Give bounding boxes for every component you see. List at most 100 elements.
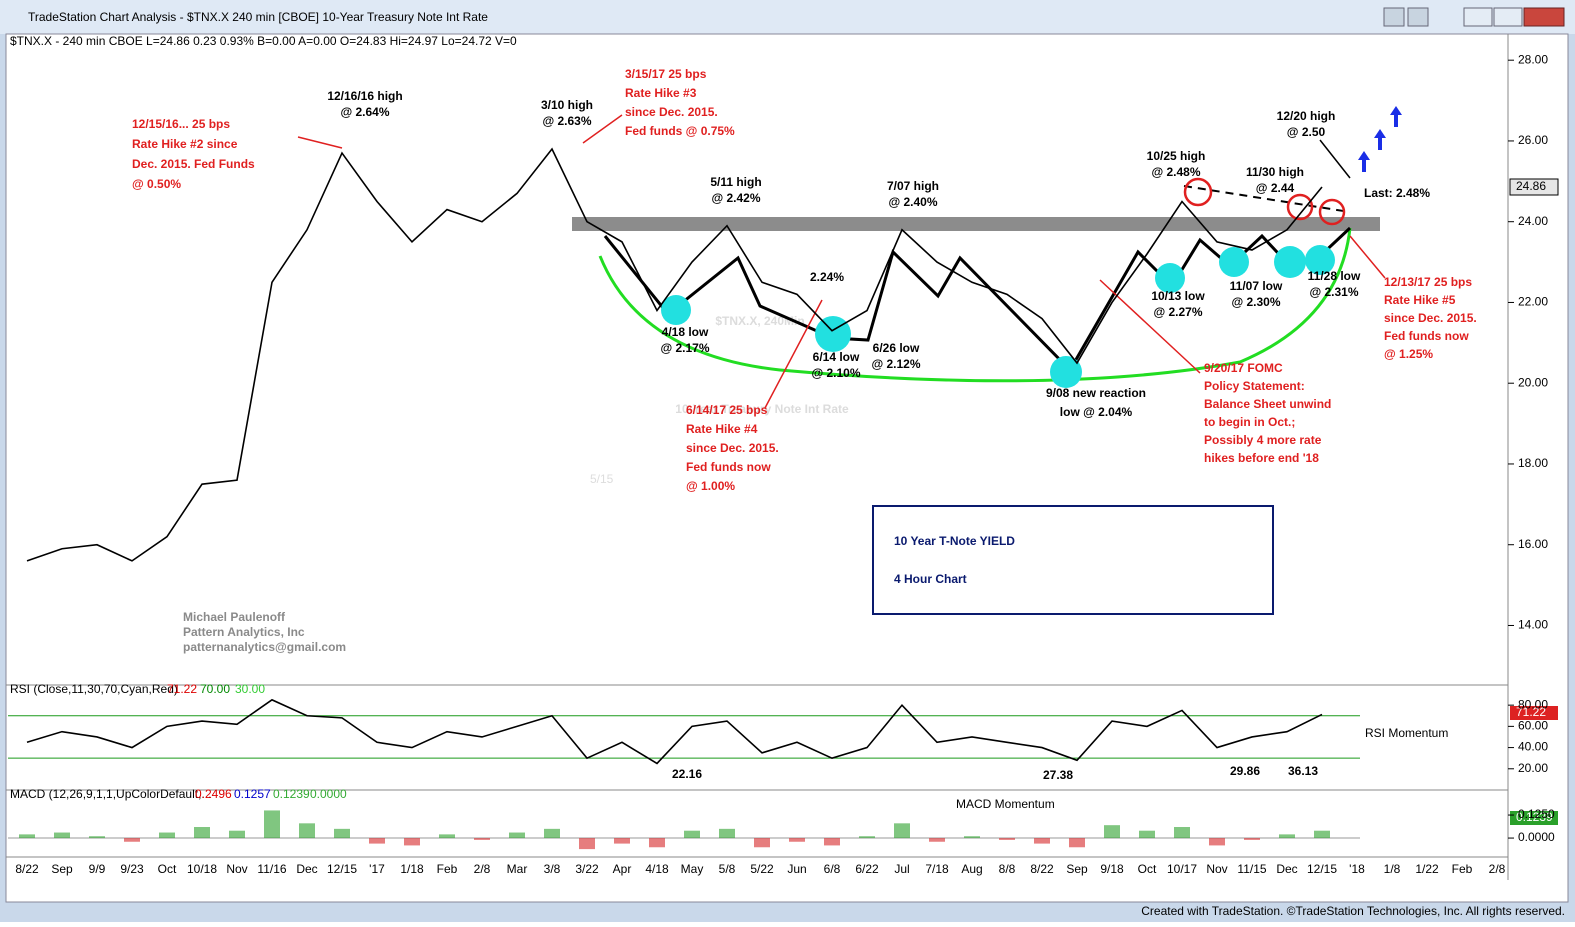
annotation: @ 2.44 [1256, 181, 1295, 195]
last-price-box [1509, 178, 1559, 196]
x-tick-label: Nov [1206, 862, 1227, 876]
histogram-bar [1069, 838, 1085, 848]
minimize-button[interactable] [1463, 7, 1493, 27]
annotation: @ 1.00% [686, 479, 735, 493]
info-line: $TNX.X - 240 min CBOE L=24.86 0.23 0.93%… [10, 34, 517, 48]
x-tick-label: Oct [1138, 862, 1157, 876]
annotation: 6/26 low [873, 341, 920, 355]
histogram-bar [509, 832, 525, 839]
annotation: Dec. 2015. Fed Funds [132, 157, 255, 171]
annotation: since Dec. 2015. [686, 441, 779, 455]
x-tick-label: 1/18 [400, 862, 424, 876]
x-tick-label: 7/18 [925, 862, 949, 876]
x-tick-label: Sep [51, 862, 73, 876]
base-arc [598, 227, 1352, 383]
x-tick-label: Nov [226, 862, 247, 876]
x-tick-label: 2/8 [474, 862, 491, 876]
menu-button[interactable] [1407, 7, 1429, 27]
macd-legend: 0.1239 [273, 787, 310, 801]
maximize-button[interactable] [1493, 7, 1523, 27]
histogram-bar [964, 836, 980, 839]
annotation: 4/18 low [662, 325, 709, 339]
annotation: Fed funds now [686, 460, 771, 474]
histogram-bar [649, 838, 665, 848]
x-tick-label: May [681, 862, 704, 876]
high-markers [1183, 177, 1346, 226]
y-tick-label: 26.00 [1518, 133, 1548, 147]
annotation: 11/28 low [1308, 269, 1361, 283]
macd-title: MACD (12,26,9,1,1,UpColorDefault,... [10, 787, 211, 801]
x-tick-label: 9/9 [89, 862, 106, 876]
annotation: @ 2.42% [711, 191, 760, 205]
x-tick-label: 1/22 [1415, 862, 1439, 876]
annotation: @ 2.63% [542, 114, 591, 128]
watermark: $TNX.X, 240Min [715, 314, 804, 328]
histogram-bar [299, 823, 315, 839]
symbol-button[interactable] [1383, 7, 1405, 27]
annotation: @ 2.40% [888, 195, 937, 209]
annotation: 10/13 low [1151, 289, 1205, 303]
x-tick-label: 8/22 [1030, 862, 1054, 876]
annotation: @ 1.25% [1384, 347, 1433, 361]
y-tick-label: 60.00 [1518, 719, 1548, 733]
x-tick-label: 11/16 [257, 862, 286, 876]
annotation: @ 2.50 [1287, 125, 1326, 139]
histogram-bar [754, 838, 770, 848]
annotation: 29.86 [1230, 764, 1260, 778]
y-tick-label: 0.0000 [1518, 830, 1555, 844]
x-tick-label: Dec [296, 862, 317, 876]
histogram-bar [614, 838, 630, 844]
rsi-legend: 70.00 [200, 682, 230, 696]
histogram-bar [474, 838, 490, 840]
annotation: @ 2.64% [340, 105, 389, 119]
histogram-bar [124, 838, 140, 842]
annotation: 7/07 high [887, 179, 939, 193]
x-tick-label: Apr [613, 862, 632, 876]
x-tick-label: 4/18 [645, 862, 669, 876]
x-tick-label: Aug [961, 862, 982, 876]
up-arrows [1358, 106, 1402, 172]
rsi-current-box [1510, 706, 1558, 720]
x-tick-label: Mar [507, 862, 528, 876]
y-tick-label: 20.00 [1518, 761, 1548, 775]
x-tick-label: 1/8 [1384, 862, 1401, 876]
annotation: Possibly 4 more rate [1204, 433, 1322, 447]
annotation: 12/15/16... 25 bps [132, 117, 230, 131]
x-tick-label: 2/8 [1489, 862, 1506, 876]
close-button[interactable] [1523, 7, 1565, 27]
annotation: Balance Sheet unwind [1204, 397, 1331, 411]
histogram-bar [1174, 827, 1190, 839]
macd-legend: 0.0000 [310, 787, 347, 801]
annotation: 3/10 high [541, 98, 593, 112]
histogram-bar [1314, 830, 1330, 839]
x-tick-label: 6/22 [855, 862, 879, 876]
annotation: 6/14/17 25 bps [686, 403, 768, 417]
histogram-bar [1209, 838, 1225, 846]
footer: Created with TradeStation. ©TradeStation… [1141, 904, 1565, 918]
annotation: 12/16/16 high [327, 89, 402, 103]
histogram-bar [929, 838, 945, 842]
chart-area [5, 33, 1569, 903]
x-tick-label: Oct [158, 862, 177, 876]
rsi-legend: 71.22 [167, 682, 197, 696]
faint-label: 5/15 [590, 472, 614, 486]
macd-current-box [1510, 811, 1558, 825]
histogram-bar [334, 828, 350, 839]
y-tick-label: 80.00 [1518, 697, 1548, 711]
x-tick-label: 6/8 [824, 862, 841, 876]
histogram-bar [264, 810, 280, 839]
rsi-current-label: 71.22 [1516, 705, 1546, 719]
resistance-band [572, 217, 1380, 231]
annotation: 9/20/17 FOMC [1204, 361, 1283, 375]
annotation: @ 2.17% [660, 341, 709, 355]
x-tick-label: 12/15 [327, 862, 357, 876]
author: Michael Paulenoff [183, 610, 286, 624]
box-subtitle: 4 Hour Chart [894, 572, 967, 586]
rsi-title: RSI (Close,11,30,70,Cyan,Red) [10, 682, 178, 696]
annotation: 22.16 [672, 767, 702, 781]
macd-legend: 0.2496 [195, 787, 232, 801]
histogram-bar [719, 828, 735, 839]
histogram-bar [1034, 838, 1050, 844]
histogram-bar [194, 827, 210, 839]
